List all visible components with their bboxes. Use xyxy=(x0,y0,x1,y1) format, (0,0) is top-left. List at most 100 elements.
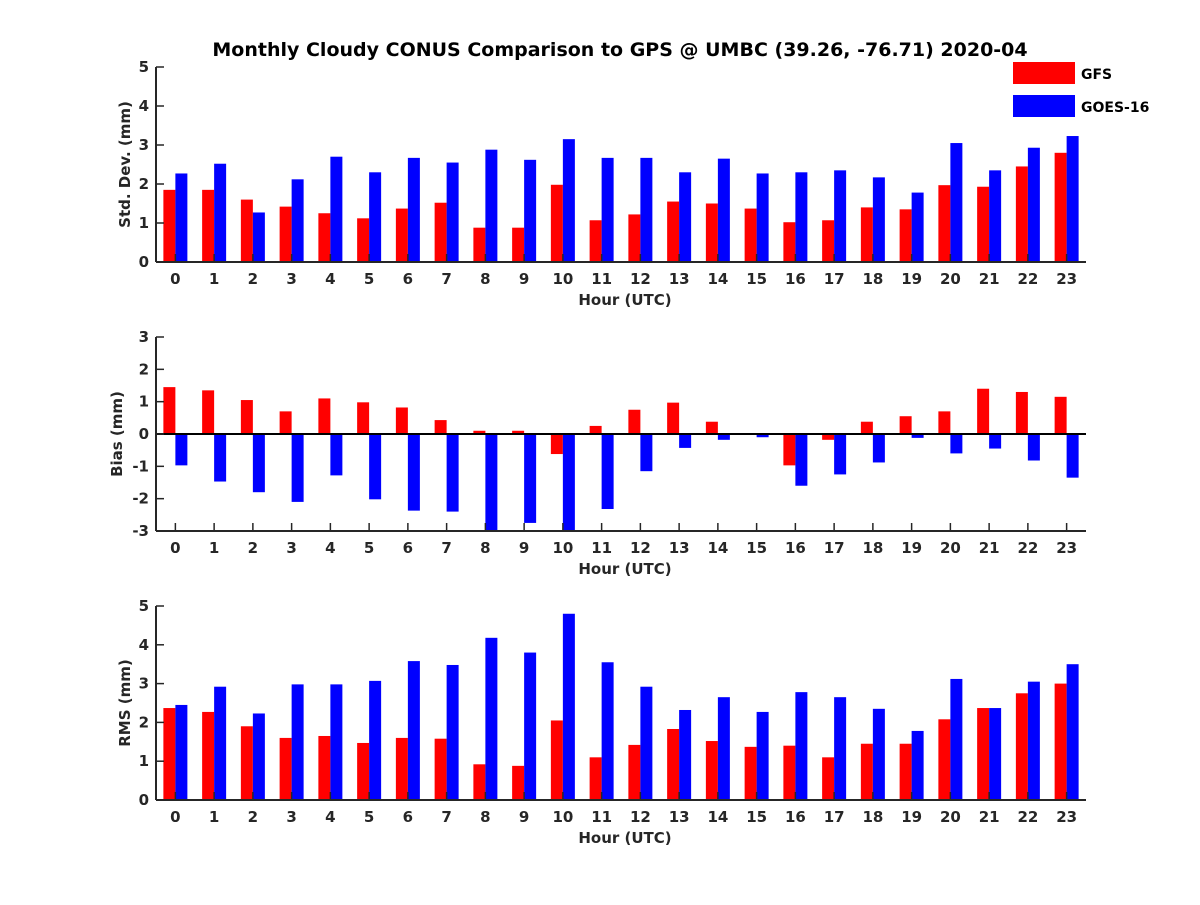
bar-gfs-hour-23 xyxy=(1054,152,1067,262)
bar-goes16-hour-11 xyxy=(601,434,614,510)
bar-goes16-hour-0 xyxy=(175,173,188,262)
bar-gfs-hour-20 xyxy=(938,185,951,262)
bar-goes16-hour-6 xyxy=(407,434,420,511)
bar-gfs-hour-7 xyxy=(434,738,447,800)
bar-goes16-hour-14 xyxy=(717,158,730,262)
x-tick-label: 19 xyxy=(901,539,922,557)
x-tick-label: 18 xyxy=(862,270,883,288)
bar-gfs-hour-22 xyxy=(1015,693,1028,800)
bar-goes16-hour-5 xyxy=(369,434,382,500)
bar-goes16-hour-21 xyxy=(989,170,1002,262)
x-tick-label: 7 xyxy=(441,808,451,826)
x-tick-label: 5 xyxy=(364,270,374,288)
x-tick-label: 16 xyxy=(785,808,806,826)
bar-goes16-hour-19 xyxy=(911,730,924,800)
y-tick-label: 1 xyxy=(139,393,149,411)
bar-goes16-hour-8 xyxy=(485,434,498,531)
x-tick-label: 11 xyxy=(591,808,612,826)
bar-goes16-hour-1 xyxy=(214,686,227,800)
bar-gfs-hour-14 xyxy=(705,203,718,262)
y-tick-label: 5 xyxy=(139,597,149,615)
bar-gfs-hour-12 xyxy=(628,744,641,800)
bar-goes16-hour-9 xyxy=(524,434,537,523)
bar-gfs-hour-22 xyxy=(1015,166,1028,262)
bar-goes16-hour-13 xyxy=(679,434,692,448)
x-tick-label: 10 xyxy=(552,270,573,288)
bar-gfs-hour-2 xyxy=(240,199,253,262)
x-tick-label: 21 xyxy=(979,270,1000,288)
bar-gfs-hour-18 xyxy=(860,421,873,434)
y-tick-label: 1 xyxy=(139,752,149,770)
legend-swatch-goes16 xyxy=(1013,95,1075,117)
x-tick-label: 3 xyxy=(286,270,296,288)
bar-goes16-hour-8 xyxy=(485,149,498,262)
x-tick-label: 12 xyxy=(630,539,651,557)
y-tick-label: 0 xyxy=(139,425,149,443)
x-tick-label: 5 xyxy=(364,808,374,826)
bar-goes16-hour-6 xyxy=(407,157,420,262)
bar-gfs-hour-10 xyxy=(550,434,563,455)
bar-goes16-hour-10 xyxy=(562,139,575,262)
x-tick-label: 14 xyxy=(707,270,728,288)
bar-goes16-hour-20 xyxy=(950,143,963,262)
x-tick-label: 4 xyxy=(325,539,335,557)
x-tick-label: 23 xyxy=(1056,270,1077,288)
bar-gfs-hour-9 xyxy=(512,430,525,434)
x-tick-label: 21 xyxy=(979,539,1000,557)
bar-gfs-hour-15 xyxy=(744,746,757,800)
bar-gfs-hour-7 xyxy=(434,420,447,434)
bar-gfs-hour-9 xyxy=(512,227,525,262)
bar-goes16-hour-23 xyxy=(1066,664,1079,800)
x-tick-label: 15 xyxy=(746,808,767,826)
y-tick-label: 3 xyxy=(139,328,149,346)
x-tick-label: 1 xyxy=(209,270,219,288)
y-tick-label: 3 xyxy=(139,136,149,154)
x-tick-label: 9 xyxy=(519,270,529,288)
bar-goes16-hour-9 xyxy=(524,159,537,262)
bar-gfs-hour-18 xyxy=(860,743,873,800)
x-tick-label: 18 xyxy=(862,808,883,826)
x-tick-label: 22 xyxy=(1017,270,1038,288)
x-tick-label: 0 xyxy=(170,808,180,826)
bar-goes16-hour-16 xyxy=(795,172,808,262)
bar-gfs-hour-21 xyxy=(977,186,990,262)
x-tick-label: 14 xyxy=(707,539,728,557)
bar-gfs-hour-6 xyxy=(395,737,408,800)
x-tick-label: 2 xyxy=(248,270,258,288)
bar-goes16-hour-10 xyxy=(562,613,575,800)
x-tick-label: 9 xyxy=(519,808,529,826)
x-tick-label: 22 xyxy=(1017,808,1038,826)
x-tick-label: 19 xyxy=(901,270,922,288)
bar-gfs-hour-14 xyxy=(705,741,718,800)
x-tick-label: 5 xyxy=(364,539,374,557)
x-tick-label: 4 xyxy=(325,808,335,826)
x-axis-label: Hour (UTC) xyxy=(578,829,671,847)
bar-gfs-hour-3 xyxy=(279,411,292,434)
bar-gfs-hour-8 xyxy=(473,764,486,800)
x-tick-label: 0 xyxy=(170,539,180,557)
bar-gfs-hour-11 xyxy=(589,425,602,434)
x-tick-label: 23 xyxy=(1056,539,1077,557)
bar-goes16-hour-1 xyxy=(214,434,227,482)
bar-gfs-hour-23 xyxy=(1054,396,1067,434)
bar-goes16-hour-18 xyxy=(872,434,885,463)
x-tick-label: 19 xyxy=(901,808,922,826)
bar-gfs-hour-8 xyxy=(473,430,486,434)
bar-goes16-hour-4 xyxy=(330,434,343,476)
x-tick-label: 12 xyxy=(630,270,651,288)
y-axis-label: Std. Dev. (mm) xyxy=(116,101,134,228)
y-tick-label: 0 xyxy=(139,253,149,271)
bar-goes16-hour-5 xyxy=(369,172,382,262)
y-tick-label: -1 xyxy=(132,457,149,475)
x-tick-label: 2 xyxy=(248,808,258,826)
bar-gfs-hour-19 xyxy=(899,416,912,434)
bar-goes16-hour-3 xyxy=(291,434,304,502)
x-tick-label: 8 xyxy=(480,808,490,826)
y-tick-label: 0 xyxy=(139,791,149,809)
x-tick-label: 4 xyxy=(325,270,335,288)
bar-gfs-hour-9 xyxy=(512,765,525,800)
x-tick-label: 14 xyxy=(707,808,728,826)
bar-gfs-hour-20 xyxy=(938,411,951,434)
